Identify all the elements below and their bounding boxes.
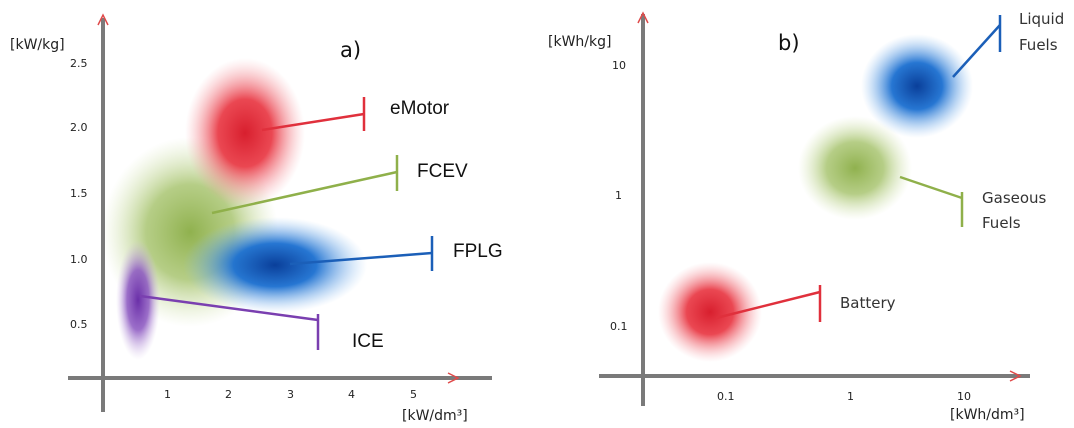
- b-xlabel: [kWh/dm³]: [950, 407, 1025, 423]
- panel-b-x-arrow-icon: [1009, 370, 1022, 382]
- a-xtick: 2: [225, 388, 232, 401]
- a-ytick: 1.5: [70, 187, 88, 200]
- b-leader-battery: [715, 285, 822, 322]
- b-xtick: 1: [847, 390, 854, 403]
- b-panel-label: b): [778, 31, 800, 55]
- b-ytick: 0.1: [610, 320, 628, 333]
- a-xtick: 5: [410, 388, 417, 401]
- b-ylabel: [kWh/kg]: [548, 34, 611, 50]
- b-series-label-liquid-fuels: Liquid Fuels: [1019, 10, 1069, 54]
- a-xtick: 3: [287, 388, 294, 401]
- blob-emotor: [185, 58, 305, 208]
- blob-battery: [658, 262, 762, 362]
- a-leader-emotor: [261, 97, 366, 132]
- a-xtick: 1: [164, 388, 171, 401]
- blob-liquid-fuels: [861, 34, 973, 138]
- a-panel-label: a): [340, 38, 361, 62]
- a-ytick: 1.0: [70, 253, 88, 266]
- panel-a-y-arrow-icon: [97, 13, 109, 26]
- a-ytick: 0.5: [70, 318, 88, 331]
- b-series-label-battery: Battery: [840, 294, 896, 312]
- a-ytick: 2.0: [70, 121, 88, 134]
- b-series-label-gaseous-fuels: Gaseous Fuels: [982, 189, 1051, 232]
- blob-fplg: [183, 217, 367, 313]
- a-xtick: 4: [348, 388, 355, 401]
- panel-b: 10 1 0.1 0.1 1 10 [kWh/kg] [kWh/dm³] b) …: [548, 10, 1069, 423]
- panel-b-y-arrow-icon: [637, 11, 649, 24]
- a-leader-fcev: [211, 155, 399, 215]
- a-series-label-ice: ICE: [352, 331, 384, 352]
- b-ytick: 10: [612, 59, 626, 72]
- blob-gaseous-fuels: [798, 116, 912, 220]
- a-series-label-fcev: FCEV: [417, 161, 468, 182]
- a-xlabel: [kW/dm³]: [402, 408, 468, 424]
- a-ytick: 2.5: [70, 57, 88, 70]
- blob-ice: [116, 240, 160, 360]
- a-leader-fplg: [289, 236, 434, 271]
- panel-a: 2.5 2.0 1.5 1.0 0.5 1 2 3 4 5 [kW/kg] [k…: [10, 13, 503, 424]
- a-series-label-emotor: eMotor: [390, 98, 450, 119]
- b-ytick: 1: [615, 189, 622, 202]
- a-leader-ice: [139, 294, 320, 350]
- b-leader-gaseous-fuels: [899, 175, 964, 227]
- b-leader-liquid-fuels: [952, 15, 1002, 78]
- a-series-label-fplg: FPLG: [453, 241, 503, 262]
- b-xtick: 0.1: [717, 390, 735, 403]
- panel-a-x-arrow-icon: [447, 372, 460, 384]
- a-ylabel: [kW/kg]: [10, 37, 65, 53]
- b-xtick: 10: [957, 390, 971, 403]
